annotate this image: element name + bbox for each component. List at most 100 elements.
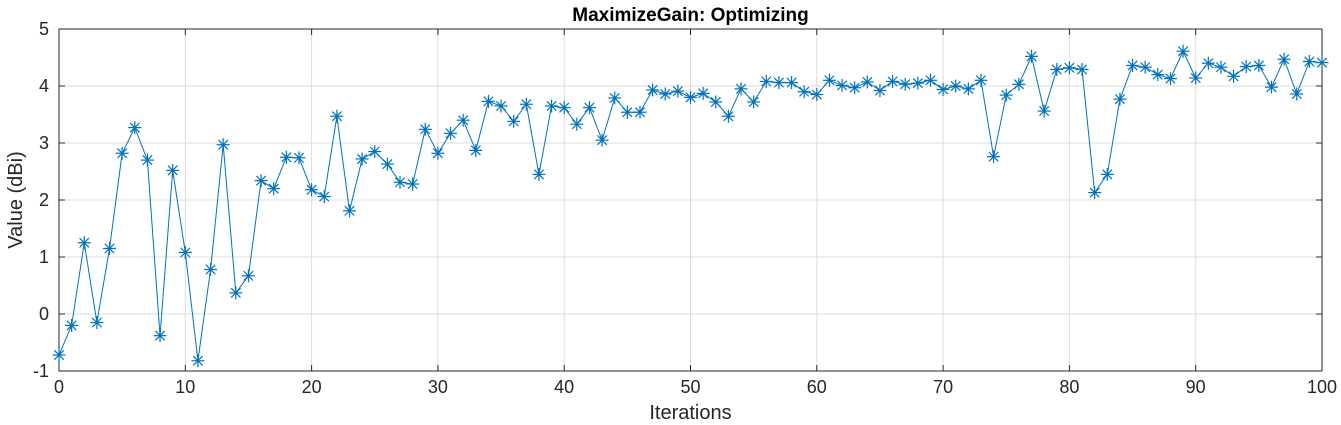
data-point [810, 88, 824, 102]
data-point [734, 82, 748, 96]
data-point [65, 318, 79, 332]
data-point [785, 76, 799, 90]
data-point [999, 88, 1013, 102]
data-point [380, 157, 394, 171]
x-tick-label: 100 [1307, 377, 1337, 397]
x-tick-label: 60 [807, 377, 827, 397]
data-point [961, 82, 975, 96]
data-point [1037, 104, 1051, 118]
x-tick-label: 90 [1186, 377, 1206, 397]
data-point [1138, 60, 1152, 74]
data-point [646, 83, 660, 97]
data-point [1227, 69, 1241, 83]
data-point [923, 73, 937, 87]
data-point [1201, 56, 1215, 70]
data-point [886, 74, 900, 88]
data-point [1075, 62, 1089, 76]
data-point [709, 95, 723, 109]
y-tick-label: 5 [39, 19, 49, 39]
data-point [582, 101, 596, 115]
data-point [153, 329, 167, 343]
data-point [317, 190, 331, 204]
data-point [1239, 60, 1253, 74]
data-point [77, 236, 91, 250]
data-point [519, 97, 533, 111]
data-point [469, 143, 483, 157]
data-point [860, 75, 874, 89]
x-tick-label: 50 [680, 377, 700, 397]
x-tick-label: 0 [54, 377, 64, 397]
data-point [721, 109, 735, 123]
data-point [355, 152, 369, 166]
y-tick-labels: -1 0 1 2 3 4 5 [33, 19, 49, 381]
data-point [481, 94, 495, 108]
data-point [1113, 92, 1127, 106]
y-tick-label: 3 [39, 133, 49, 153]
data-point [671, 84, 685, 98]
data-point [772, 76, 786, 90]
y-axis-label: Value (dBi) [5, 151, 27, 248]
y-tick-label: 2 [39, 190, 49, 210]
data-point [873, 84, 887, 98]
data-point [974, 73, 988, 87]
data-point [292, 151, 306, 165]
data-point [822, 73, 836, 87]
data-point [229, 286, 243, 300]
x-tick-labels: 0 10 20 30 40 50 60 70 80 90 100 [54, 377, 1337, 397]
data-point [342, 204, 356, 218]
data-point [936, 82, 950, 96]
data-point [406, 177, 420, 191]
data-point [1088, 186, 1102, 200]
data-point [241, 269, 255, 283]
data-point [545, 99, 559, 113]
data-point [254, 174, 268, 188]
data-point [911, 76, 925, 90]
y-tick-label: 0 [39, 304, 49, 324]
data-point [393, 175, 407, 189]
data-point [279, 150, 293, 164]
x-tick-label: 20 [302, 377, 322, 397]
data-point [1050, 62, 1064, 76]
data-point [898, 77, 912, 91]
y-tick-label: 1 [39, 247, 49, 267]
data-point [797, 85, 811, 99]
data-point [570, 117, 584, 131]
data-point [1025, 49, 1039, 63]
data-point [178, 245, 192, 259]
data-point [1163, 72, 1177, 86]
data-point [1100, 167, 1114, 181]
data-point [1012, 77, 1026, 91]
data-point [608, 91, 622, 105]
data-point [456, 113, 470, 127]
data-point [90, 316, 104, 330]
data-point [620, 105, 634, 119]
data-point [368, 145, 382, 159]
data-point [658, 87, 672, 101]
y-tick-label: 4 [39, 76, 49, 96]
axis-ticks [58, 28, 1323, 372]
data-point [759, 74, 773, 88]
data-point [633, 105, 647, 119]
data-point [140, 153, 154, 167]
data-point [532, 167, 546, 181]
x-axis-label: Iterations [649, 402, 731, 424]
data-point [684, 90, 697, 104]
data-point [1277, 52, 1291, 66]
data-point [1062, 61, 1076, 75]
x-tick-label: 10 [175, 377, 195, 397]
data-point [52, 348, 66, 362]
data-point [1252, 58, 1266, 72]
data-point [835, 78, 849, 92]
grid-lines [59, 29, 1322, 371]
data-point [330, 109, 344, 123]
data-point [115, 146, 129, 160]
data-point [305, 183, 319, 197]
data-point [1214, 60, 1228, 74]
data-point [848, 81, 862, 95]
data-point [507, 114, 521, 128]
chart-title: MaximizeGain: Optimizing [572, 5, 808, 26]
data-point [128, 121, 142, 135]
y-tick-label: -1 [33, 361, 49, 381]
data-point [494, 99, 508, 113]
